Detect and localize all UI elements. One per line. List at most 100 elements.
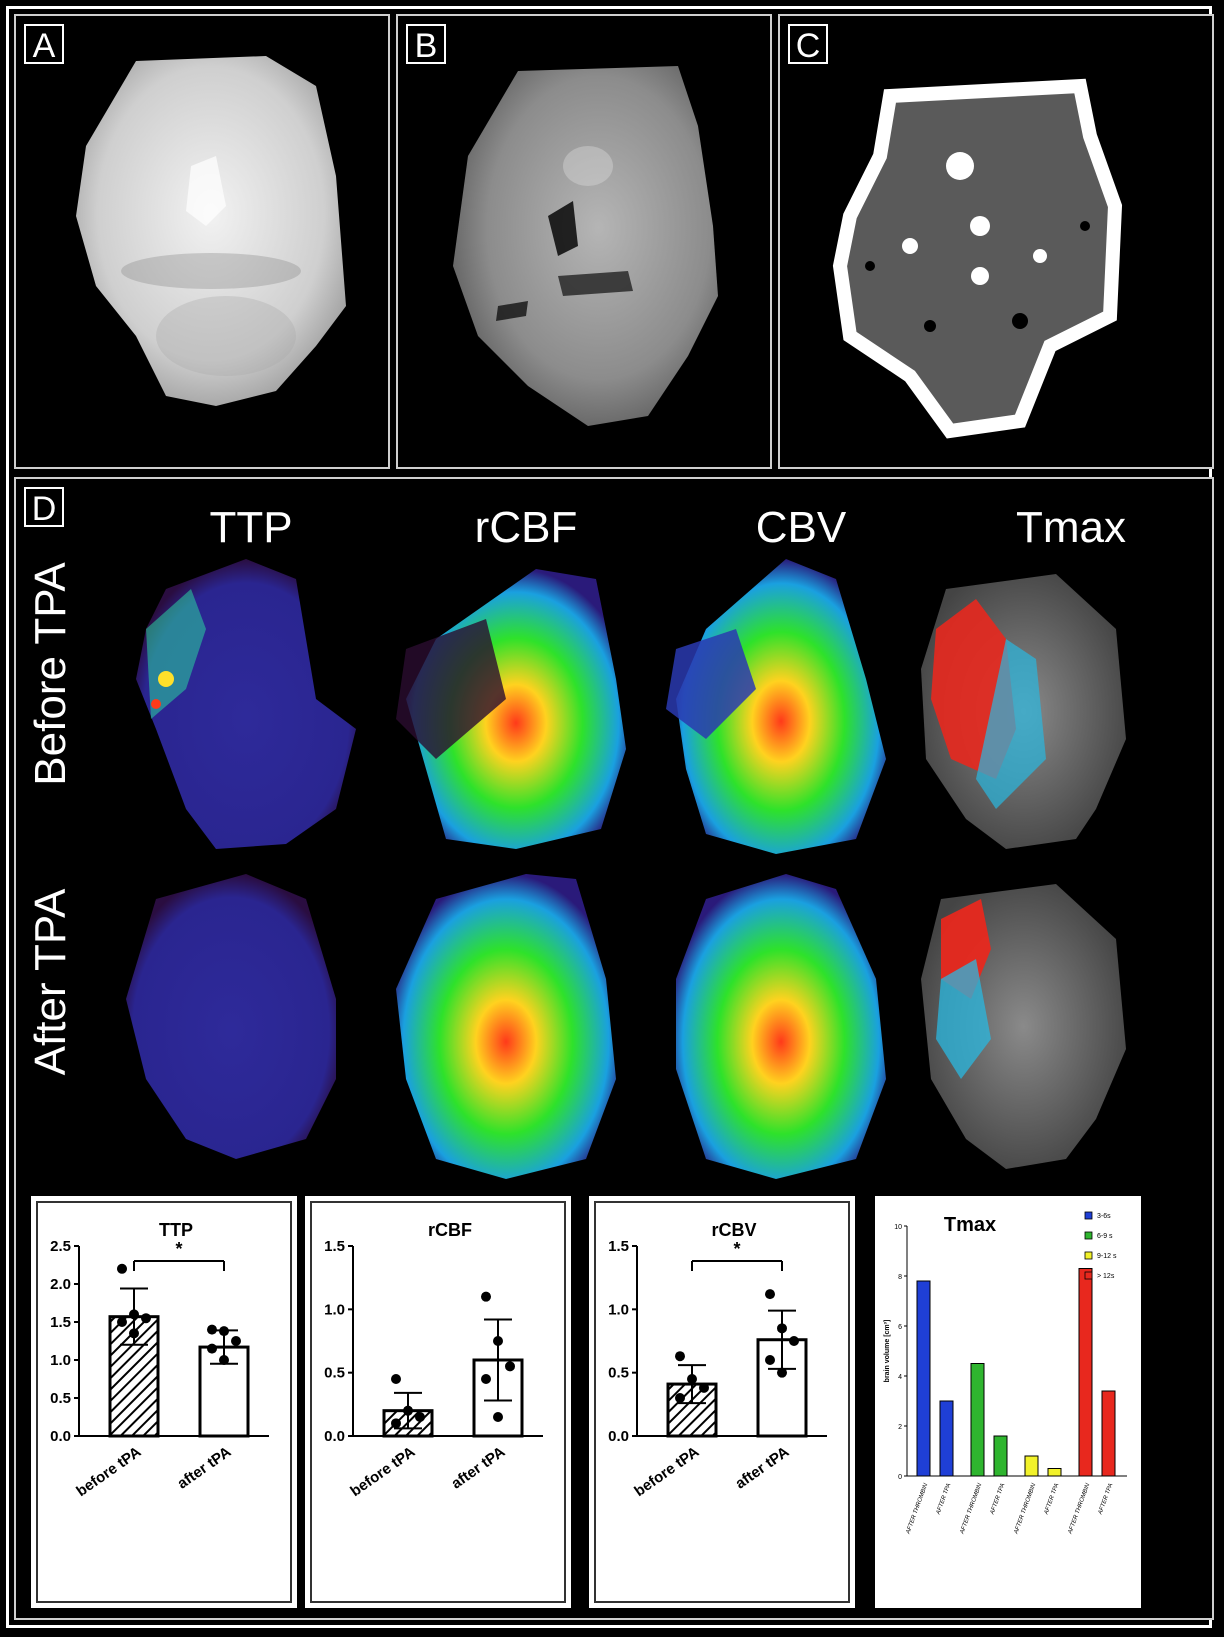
data-point (117, 1263, 127, 1274)
y-tick-label: 0.0 (324, 1428, 345, 1445)
data-point (765, 1289, 775, 1300)
mri-image-c (832, 78, 1123, 439)
data-point (777, 1323, 787, 1334)
panel-b: B (396, 14, 772, 469)
y-tick-label: 0.0 (608, 1428, 629, 1445)
bar (1078, 1268, 1093, 1477)
y-tick-label: 1.0 (324, 1301, 345, 1318)
cbv-after-map (676, 874, 886, 1179)
tmax-after-map (921, 884, 1126, 1169)
data-point (219, 1355, 229, 1365)
y-tick-label: 2.0 (50, 1276, 71, 1293)
data-point (505, 1361, 515, 1372)
panel-b-label: B (406, 24, 446, 65)
data-point (777, 1367, 787, 1378)
data-point (687, 1374, 697, 1384)
data-point (493, 1412, 503, 1422)
data-point (481, 1374, 491, 1384)
y-tick-label: 0.5 (608, 1365, 629, 1382)
data-point (391, 1374, 401, 1384)
y-tick-label: 10 (894, 1224, 902, 1231)
chart-box-rcbf: rCBF 0.0 0.5 1.0 1.5 before tPA after tPA (302, 1193, 574, 1611)
panel-d-label: D (24, 487, 64, 528)
bar (1024, 1455, 1039, 1477)
bar (916, 1280, 931, 1477)
data-point (117, 1317, 127, 1327)
bar (970, 1363, 985, 1477)
chart-title: TTP (159, 1220, 193, 1240)
y-tick-label: 1.5 (324, 1238, 345, 1255)
y-tick-label: 1.0 (50, 1352, 71, 1369)
data-point (207, 1324, 217, 1335)
data-point (789, 1336, 799, 1346)
data-point (765, 1355, 775, 1365)
chart-box-rcbv: rCBV 0.0 0.5 1.0 1.5 before tPA after tPA * (586, 1193, 858, 1611)
y-tick-label: 4 (898, 1374, 902, 1381)
legend-swatch (1084, 1271, 1093, 1280)
perfusion-maps (126, 559, 1126, 1179)
cbv-before-map (666, 559, 886, 854)
y-tick-label: 1.0 (608, 1301, 629, 1318)
y-tick-label: 0.5 (50, 1390, 71, 1407)
data-point (231, 1336, 241, 1346)
bar (1047, 1468, 1062, 1477)
chart-title: rCBV (711, 1220, 756, 1240)
y-axis-label: brain volume [cm³] (884, 1320, 891, 1383)
data-point (699, 1382, 709, 1393)
ttp-after-map (126, 874, 336, 1159)
y-tick-label: 1.5 (608, 1238, 629, 1255)
rcbf-after-map (396, 874, 616, 1179)
panel-c: C (778, 14, 1214, 469)
y-tick-label: 2 (898, 1424, 902, 1431)
legend-label: 3-6s (1097, 1213, 1111, 1220)
column-heading-rcbf: rCBF (474, 503, 578, 552)
bar (1101, 1390, 1116, 1477)
column-heading-ttp: TTP (209, 503, 293, 552)
y-tick-label: 0.5 (324, 1365, 345, 1382)
panel-a: A (14, 14, 390, 469)
legend-swatch (1084, 1211, 1093, 1220)
y-tick-label: 1.5 (50, 1314, 71, 1331)
data-point (141, 1313, 151, 1324)
y-tick-label: 6 (898, 1324, 902, 1331)
data-point (129, 1309, 139, 1320)
chart-title: Tmax (944, 1214, 996, 1236)
data-point (415, 1412, 425, 1422)
chart-box-tmax: Tmax 0 2 4 6 8 10 brain volume [cm³] AFTER THROM… (872, 1193, 1144, 1611)
chart-title: rCBF (428, 1220, 472, 1240)
data-point (219, 1326, 229, 1337)
data-point (493, 1336, 503, 1346)
y-tick-label: 8 (898, 1274, 902, 1281)
data-point (207, 1343, 217, 1354)
mri-image-b (453, 66, 718, 426)
data-point (403, 1405, 413, 1416)
y-tick-label: 0 (898, 1474, 902, 1481)
chart-inner-border (310, 1201, 566, 1603)
data-point (391, 1418, 401, 1429)
legend-swatch (1084, 1251, 1093, 1260)
column-heading-tmax: Tmax (1016, 503, 1126, 552)
panel-c-label: C (788, 24, 828, 65)
data-point (129, 1328, 139, 1339)
chart-box-ttp: TTP 0.0 0.5 1.0 1.5 2.0 2.5 before tPA after tPA… (28, 1193, 300, 1611)
y-tick-label: 2.5 (50, 1238, 71, 1255)
legend-label: 6-9 s (1097, 1233, 1113, 1240)
data-point (675, 1351, 685, 1362)
significance-star: * (175, 1239, 182, 1259)
column-heading-cbv: CBV (755, 503, 847, 552)
rcbf-before-map (396, 569, 626, 849)
mri-image-a (76, 56, 346, 406)
legend-swatch (1084, 1231, 1093, 1240)
y-tick-label: 0.0 (50, 1428, 71, 1445)
significance-star: * (733, 1239, 740, 1259)
panel-a-label: A (24, 24, 64, 65)
legend-label: > 12s (1097, 1273, 1115, 1280)
legend-label: 9-12 s (1097, 1253, 1117, 1260)
bar (939, 1400, 954, 1477)
tmax-before-map (921, 574, 1126, 849)
bar (993, 1435, 1008, 1477)
ttp-before-map (136, 559, 356, 849)
